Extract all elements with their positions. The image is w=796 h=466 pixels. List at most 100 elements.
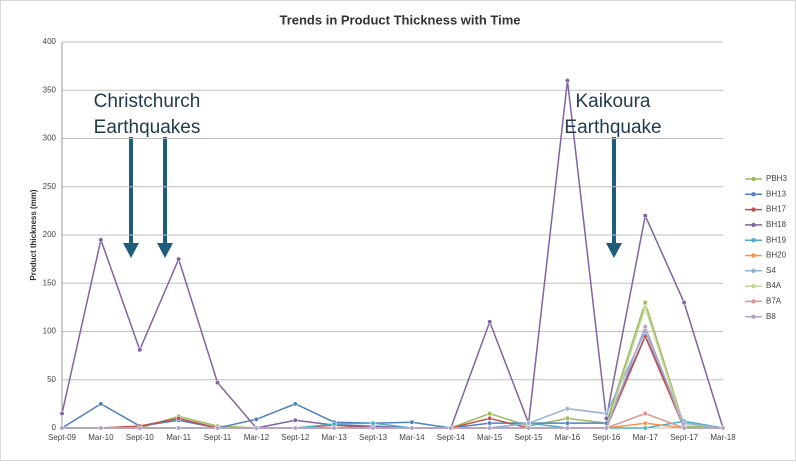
marker bbox=[642, 300, 648, 305]
marker bbox=[720, 425, 726, 431]
marker bbox=[215, 425, 220, 431]
legend-label: B7A bbox=[766, 297, 782, 306]
legend-marker bbox=[751, 314, 756, 319]
marker bbox=[487, 319, 493, 325]
x-tick-label: Mar-12 bbox=[244, 433, 270, 442]
arrows bbox=[123, 137, 622, 258]
marker bbox=[487, 420, 493, 426]
y-tick-label: 250 bbox=[43, 182, 57, 191]
x-tick-label: Sept-15 bbox=[515, 433, 544, 442]
line bbox=[61, 80, 724, 429]
y-tick-label: 200 bbox=[43, 230, 57, 239]
marker bbox=[59, 411, 65, 416]
y-tick-label: 100 bbox=[43, 327, 57, 336]
y-axis-label: Product thickness (mm) bbox=[29, 189, 38, 280]
legend-marker bbox=[751, 268, 756, 273]
marker bbox=[98, 425, 104, 431]
y-tick-label: 350 bbox=[43, 85, 57, 94]
legend-marker bbox=[751, 238, 756, 243]
y-tick-label: 0 bbox=[52, 423, 57, 432]
marker bbox=[642, 324, 648, 330]
y-tick-label: 400 bbox=[43, 37, 57, 46]
marker bbox=[253, 416, 259, 422]
legend-label: B4A bbox=[766, 281, 782, 290]
marker bbox=[642, 420, 648, 426]
annotation: Christchurch bbox=[94, 91, 201, 112]
marker bbox=[98, 401, 104, 407]
marker bbox=[292, 425, 298, 431]
marker bbox=[370, 425, 376, 431]
marker bbox=[487, 415, 493, 421]
marker bbox=[681, 425, 687, 431]
marker bbox=[253, 425, 259, 431]
annotation: Earthquakes bbox=[94, 117, 201, 138]
marker bbox=[642, 411, 648, 416]
marker bbox=[409, 425, 415, 431]
x-tick-label: Sept-10 bbox=[126, 433, 155, 442]
marker bbox=[176, 415, 182, 421]
marker bbox=[215, 380, 220, 386]
legend-label: BH20 bbox=[766, 251, 787, 260]
legend-marker bbox=[751, 192, 756, 197]
x-tick-label: Mar-16 bbox=[555, 433, 581, 442]
marker bbox=[409, 419, 415, 425]
marker bbox=[137, 347, 143, 353]
x-tick-label: Sept-12 bbox=[281, 433, 310, 442]
marker bbox=[603, 411, 609, 416]
x-tick-label: Mar-13 bbox=[322, 433, 348, 442]
marker bbox=[565, 425, 570, 431]
annotation: Kaikoura bbox=[576, 91, 651, 112]
marker bbox=[603, 425, 609, 431]
legend-label: BH18 bbox=[766, 220, 787, 229]
x-tick-label: Mar-17 bbox=[633, 433, 659, 442]
legend-marker bbox=[751, 222, 756, 228]
marker bbox=[565, 415, 570, 421]
marker bbox=[565, 78, 570, 84]
y-tick-label: 50 bbox=[47, 375, 56, 384]
annotation: Earthquake bbox=[564, 117, 661, 138]
x-tick-label: Mar-14 bbox=[399, 433, 425, 442]
x-tick-label: Mar-11 bbox=[166, 433, 191, 442]
marker bbox=[526, 420, 532, 426]
x-tick-label: Sept-09 bbox=[48, 433, 77, 442]
marker bbox=[292, 417, 298, 423]
legend-marker bbox=[751, 253, 756, 258]
x-tick-label: Mar-10 bbox=[88, 433, 114, 442]
x-tick-label: Sept-11 bbox=[204, 433, 232, 442]
x-tick-label: Sept-16 bbox=[592, 433, 621, 442]
marker bbox=[487, 411, 493, 416]
marker bbox=[565, 406, 570, 412]
marker bbox=[370, 420, 376, 426]
legend-marker bbox=[751, 283, 756, 289]
marker bbox=[176, 256, 182, 262]
marker bbox=[137, 425, 143, 431]
marker bbox=[331, 425, 337, 431]
marker bbox=[603, 415, 609, 421]
legend-label: B8 bbox=[766, 312, 776, 321]
legend-marker bbox=[751, 299, 756, 304]
chart-title: Trends in Product Thickness with Time bbox=[279, 12, 520, 27]
marker bbox=[487, 425, 493, 431]
marker bbox=[565, 420, 570, 426]
line bbox=[62, 324, 723, 429]
legend-label: BH17 bbox=[766, 205, 787, 214]
marker bbox=[642, 425, 648, 431]
marker bbox=[98, 237, 104, 243]
marker bbox=[176, 425, 182, 431]
legend-label: PBH3 bbox=[766, 174, 787, 183]
x-tick-label: Sept-14 bbox=[437, 433, 466, 442]
legend-label: BH13 bbox=[766, 189, 787, 198]
x-tick-label: Mar-18 bbox=[710, 433, 736, 442]
x-tick-label: Sept-17 bbox=[670, 433, 699, 442]
marker bbox=[642, 304, 648, 310]
legend-marker bbox=[751, 207, 756, 212]
marker bbox=[448, 425, 454, 431]
x-tick-label: Mar-15 bbox=[477, 433, 503, 442]
legend-label: S4 bbox=[766, 266, 776, 275]
y-tick-label: 300 bbox=[43, 134, 57, 143]
marker bbox=[681, 300, 687, 305]
marker bbox=[642, 213, 648, 219]
x-tick-label: Sept-13 bbox=[359, 433, 388, 442]
